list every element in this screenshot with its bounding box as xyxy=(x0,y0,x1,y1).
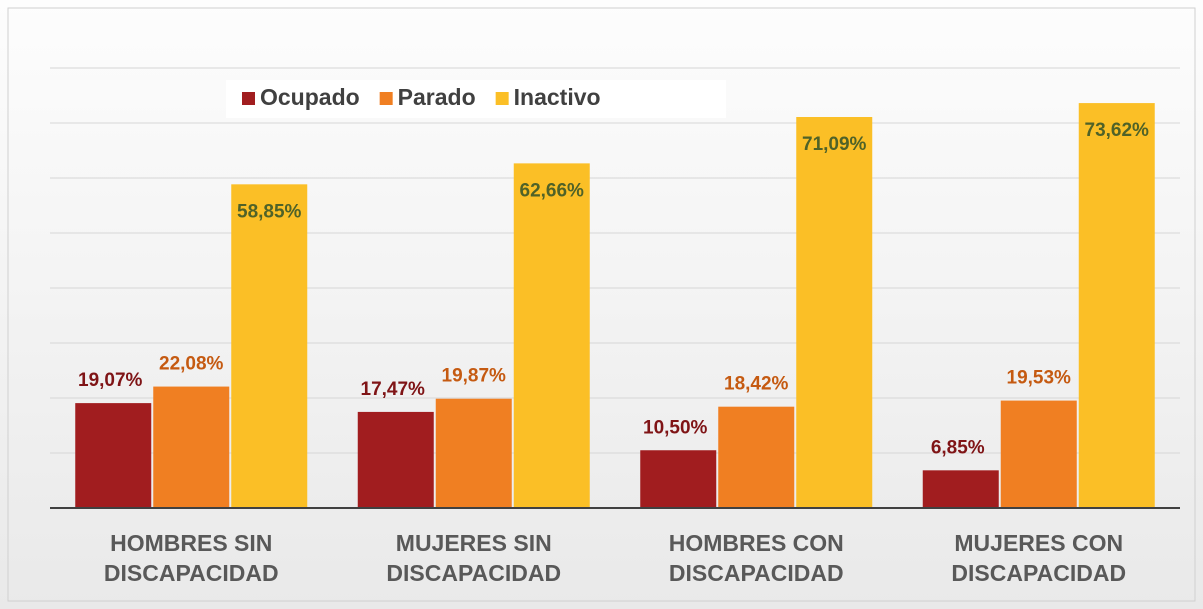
legend-label: Parado xyxy=(398,84,476,110)
frame xyxy=(7,7,1196,602)
bar xyxy=(357,411,434,508)
bar xyxy=(1000,400,1077,508)
data-label: 19,07% xyxy=(78,370,143,391)
data-label: 58,85% xyxy=(237,201,302,222)
data-label: 71,09% xyxy=(802,134,867,155)
data-label: 17,47% xyxy=(361,379,426,400)
data-label: 22,08% xyxy=(159,354,224,375)
bar xyxy=(153,386,230,508)
bar xyxy=(922,470,999,508)
legend-label: Ocupado xyxy=(260,84,360,110)
data-label: 73,62% xyxy=(1085,120,1150,141)
bar xyxy=(75,403,152,508)
legend-box xyxy=(226,80,726,118)
bar xyxy=(718,406,795,508)
x-tick-label: HOMBRES CON DISCAPACIDAD xyxy=(668,530,844,586)
data-label: 18,42% xyxy=(724,374,789,395)
x-tick-label: HOMBRES SIN DISCAPACIDAD xyxy=(103,530,279,586)
x-tick-label: MUJERES CON DISCAPACIDAD xyxy=(951,530,1127,586)
legend-swatch xyxy=(495,92,509,105)
legend-label: Inactivo xyxy=(514,84,601,110)
bar xyxy=(435,398,512,508)
data-label: 6,85% xyxy=(931,437,985,458)
legend-swatch xyxy=(242,92,255,105)
data-label: 19,53% xyxy=(1007,368,1072,389)
bar xyxy=(231,184,308,508)
data-label: 19,87% xyxy=(442,366,507,387)
bar xyxy=(640,450,717,508)
bar xyxy=(796,117,873,508)
legend-swatch xyxy=(379,92,393,105)
bar xyxy=(513,163,590,508)
data-label: 62,66% xyxy=(520,180,585,201)
bar xyxy=(1078,103,1155,508)
data-label: 10,50% xyxy=(643,417,708,438)
x-tick-label: MUJERES SIN DISCAPACIDAD xyxy=(386,530,562,586)
